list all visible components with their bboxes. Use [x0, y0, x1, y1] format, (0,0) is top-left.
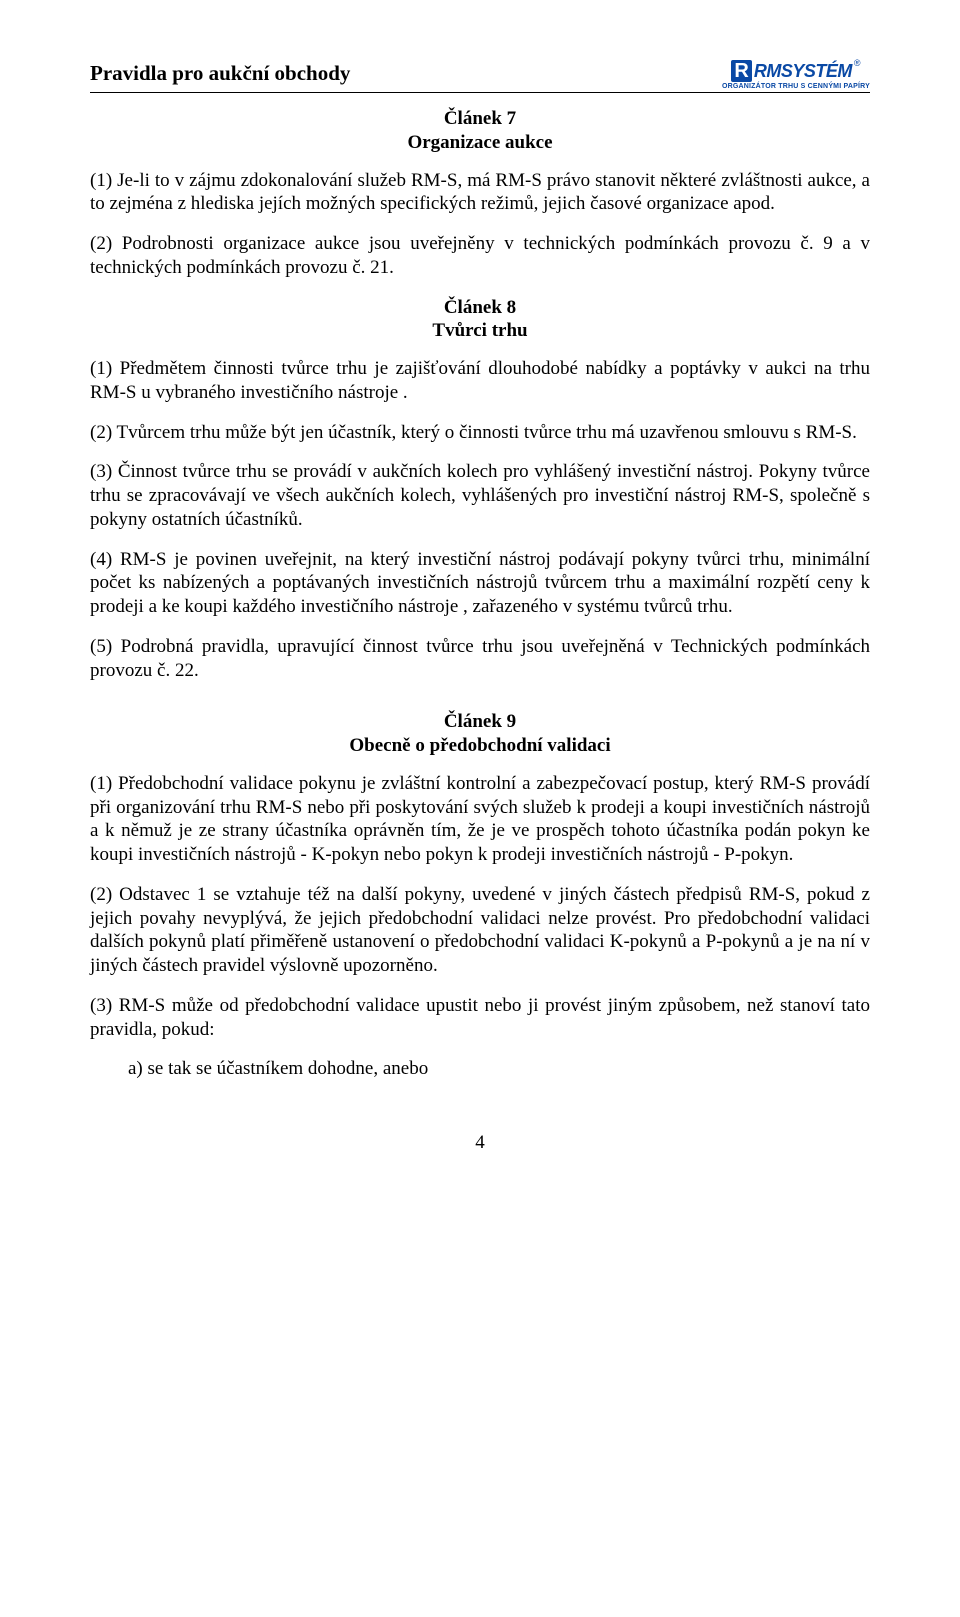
logo-text: RMSYSTÉM	[754, 62, 852, 80]
article-9-para-2: (2) Odstavec 1 se vztahuje též na další …	[90, 883, 870, 978]
article-9-heading: Článek 9 Obecně o předobchodní validaci	[90, 710, 870, 758]
article-8-number: Článek 8	[90, 296, 870, 320]
page-header: Pravidla pro aukční obchody R RMSYSTÉM ®…	[90, 60, 870, 93]
logo-subtitle: ORGANIZÁTOR TRHU S CENNÝMI PAPÍRY	[722, 83, 870, 90]
article-8-heading: Článek 8 Tvůrci trhu	[90, 296, 870, 344]
article-8-para-5: (5) Podrobná pravidla, upravující činnos…	[90, 635, 870, 683]
logo-registered-icon: ®	[854, 59, 861, 68]
article-9-para-1: (1) Předobchodní validace pokynu je zvlá…	[90, 772, 870, 867]
page-number: 4	[90, 1131, 870, 1155]
article-7-title: Organizace aukce	[90, 131, 870, 155]
article-9-title: Obecně o předobchodní validaci	[90, 734, 870, 758]
article-9-para-3a: a) se tak se účastníkem dohodne, anebo	[128, 1057, 870, 1081]
article-7-para-2: (2) Podrobnosti organizace aukce jsou uv…	[90, 232, 870, 280]
logo: R RMSYSTÉM ® ORGANIZÁTOR TRHU S CENNÝMI …	[722, 60, 870, 90]
article-9-para-3: (3) RM-S může od předobchodní validace u…	[90, 994, 870, 1042]
article-9-number: Článek 9	[90, 710, 870, 734]
logo-mark: R RMSYSTÉM ®	[731, 60, 860, 82]
article-8-para-3: (3) Činnost tvůrce trhu se provádí v auk…	[90, 460, 870, 531]
logo-r-icon: R	[731, 60, 751, 82]
article-8-para-1: (1) Předmětem činnosti tvůrce trhu je za…	[90, 357, 870, 405]
header-title: Pravidla pro aukční obchody	[90, 60, 350, 86]
article-7-number: Článek 7	[90, 107, 870, 131]
article-8-title: Tvůrci trhu	[90, 319, 870, 343]
article-8-para-2: (2) Tvůrcem trhu může být jen účastník, …	[90, 421, 870, 445]
article-7-para-1: (1) Je-li to v zájmu zdokonalování služe…	[90, 169, 870, 217]
article-8-para-4: (4) RM-S je povinen uveřejnit, na který …	[90, 548, 870, 619]
article-7-heading: Článek 7 Organizace aukce	[90, 107, 870, 155]
